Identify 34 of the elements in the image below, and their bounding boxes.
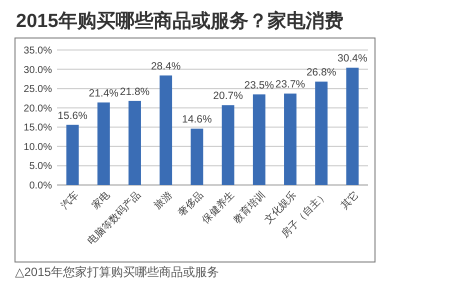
data-label: 23.7% (275, 78, 306, 91)
text: △2015年您家打算购买哪些商品或服务 (15, 265, 219, 279)
bar (315, 82, 328, 185)
data-label: 23.5% (244, 79, 274, 92)
bar (97, 102, 110, 185)
y-tick-label: 20.0% (24, 103, 52, 114)
y-tick-label: 10.0% (24, 142, 52, 153)
data-label: 14.6% (182, 114, 212, 126)
bar (284, 94, 296, 185)
y-tick-label: 15.0% (24, 122, 52, 134)
bar (128, 100, 141, 185)
data-label: 26.8% (306, 66, 336, 79)
data-label: 21.4% (88, 87, 119, 100)
y-tick-label: 5.0% (29, 161, 52, 172)
y-tick-label: 35.0% (24, 46, 52, 56)
y-tick-label: 30.0% (24, 64, 52, 76)
y-tick-label: 25.0% (24, 84, 52, 96)
y-tick-label: 0.0% (29, 180, 52, 192)
data-label: 20.7% (213, 90, 243, 102)
bar (190, 128, 204, 185)
bar (222, 105, 234, 185)
chart-title: 2015年购买哪些商品或服务？家电消费 (16, 10, 344, 32)
x-tick-label: 家电 (90, 189, 112, 212)
bar (252, 94, 266, 185)
bar (346, 68, 359, 185)
bar (160, 75, 172, 185)
bar (66, 124, 79, 185)
data-label: 28.4% (150, 60, 181, 72)
x-tick-label: 旅游 (152, 189, 174, 212)
x-tick-label: 其它 (338, 189, 362, 212)
data-label: 30.4% (338, 52, 368, 65)
data-label: 21.8% (120, 86, 150, 98)
data-label: 15.6% (58, 110, 88, 122)
x-tick-label: 汽车 (58, 189, 82, 212)
